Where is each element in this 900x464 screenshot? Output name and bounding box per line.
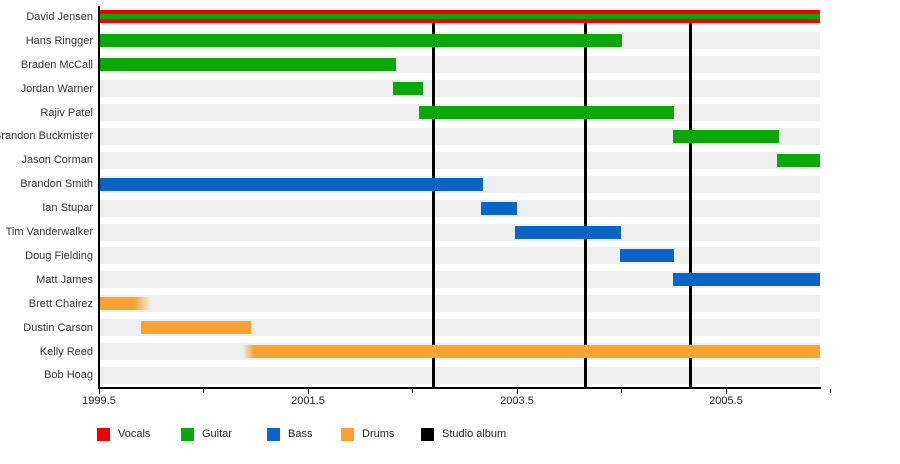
timeline-bar-drums xyxy=(140,321,251,335)
timeline-row-band xyxy=(99,151,821,169)
legend-item-bass: Bass xyxy=(267,427,312,441)
timeline-row-band xyxy=(99,366,821,384)
studio-album-line xyxy=(431,10,435,387)
legend-swatch-vocals xyxy=(97,427,110,441)
timeline-bar-guitar xyxy=(672,129,780,143)
legend-item-drums: Drums xyxy=(341,427,394,441)
x-axis-major-tick xyxy=(725,389,727,394)
x-axis-tick-label: 2001.5 xyxy=(291,395,325,407)
timeline-bar-guitar xyxy=(392,82,423,96)
x-axis-minor-tick xyxy=(203,389,204,393)
legend-swatch-bass xyxy=(267,427,280,441)
member-name-label: Ian Stupar xyxy=(42,202,93,215)
timeline-bar-bass xyxy=(620,249,674,263)
timeline-row-band xyxy=(99,319,821,337)
timeline-bar-guitar xyxy=(777,153,821,167)
legend-item-vocals: Vocals xyxy=(97,427,150,441)
member-name-label: Hans Ringger xyxy=(25,34,93,47)
member-name-label: Tim Vanderwalker xyxy=(5,226,93,239)
y-axis-spine xyxy=(98,6,100,389)
x-axis-major-tick xyxy=(307,389,309,394)
member-name-label: Jordan Warner xyxy=(20,82,93,95)
timeline-bar-vocals-guitar xyxy=(99,10,821,24)
legend-swatch-drums xyxy=(341,427,354,441)
timeline-row-band xyxy=(99,127,821,145)
member-name-label: Brandon Smith xyxy=(20,178,93,191)
timeline-bar-stripe-guitar xyxy=(99,14,821,20)
legend-label: Guitar xyxy=(202,427,232,440)
legend-label: Bass xyxy=(288,427,313,440)
legend-swatch-studio-album xyxy=(421,427,434,441)
x-axis-minor-tick xyxy=(412,389,413,393)
member-name-label: Brett Chairez xyxy=(28,297,93,310)
x-axis-tick-label: 2005.5 xyxy=(709,395,743,407)
legend-swatch-guitar xyxy=(181,427,194,441)
timeline-row-band xyxy=(99,271,821,289)
timeline-row-band xyxy=(99,247,821,265)
x-axis-major-tick xyxy=(516,389,518,394)
member-name-label: David Jensen xyxy=(26,10,93,23)
x-axis-minor-tick xyxy=(621,389,622,393)
timeline-bar-bass xyxy=(672,273,821,287)
member-name-label: Braden McCall xyxy=(20,58,93,71)
timeline-bar-guitar xyxy=(99,58,396,72)
studio-album-line xyxy=(584,10,588,387)
timeline-row-band xyxy=(99,223,821,241)
timeline-bar-bass xyxy=(481,201,517,215)
x-axis-tick-label: 2003.5 xyxy=(500,395,534,407)
legend-label: Drums xyxy=(362,427,395,440)
timeline-row-band xyxy=(99,199,821,217)
legend-item-guitar: Guitar xyxy=(181,427,232,441)
member-name-label: Jason Corman xyxy=(21,154,93,167)
member-name-label: Doug Fielding xyxy=(25,249,93,262)
x-axis-tick-label: 1999.5 xyxy=(82,395,116,407)
x-axis-major-tick xyxy=(98,389,100,394)
studio-album-line xyxy=(688,10,692,387)
timeline-bar-drums xyxy=(99,297,152,311)
timeline-bar-guitar xyxy=(99,34,622,48)
member-name-label: Bob Hoag xyxy=(44,369,93,382)
x-axis-spine xyxy=(98,387,822,389)
timeline-bar-drums xyxy=(243,345,821,359)
x-axis-minor-tick xyxy=(830,389,831,393)
member-name-label: Dustin Carson xyxy=(23,321,93,334)
legend-item-studio-album: Studio album xyxy=(421,427,506,441)
legend-label: Studio album xyxy=(442,427,507,440)
timeline-bar-bass xyxy=(514,225,622,239)
member-name-label: Brandon Buckmister xyxy=(0,130,93,143)
timeline-row-band xyxy=(99,80,821,98)
member-name-label: Matt James xyxy=(36,273,93,286)
timeline-bar-bass xyxy=(99,177,483,191)
timeline-row-band xyxy=(99,295,821,313)
member-name-label: Rajiv Patel xyxy=(40,106,93,119)
member-name-label: Kelly Reed xyxy=(39,345,93,358)
legend-label: Vocals xyxy=(118,427,151,440)
timeline-bar-guitar xyxy=(418,106,674,120)
